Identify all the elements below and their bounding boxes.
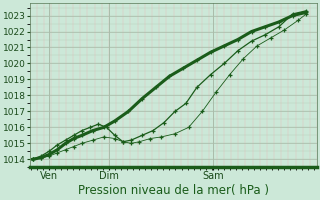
X-axis label: Pression niveau de la mer( hPa ): Pression niveau de la mer( hPa ) — [78, 184, 269, 197]
